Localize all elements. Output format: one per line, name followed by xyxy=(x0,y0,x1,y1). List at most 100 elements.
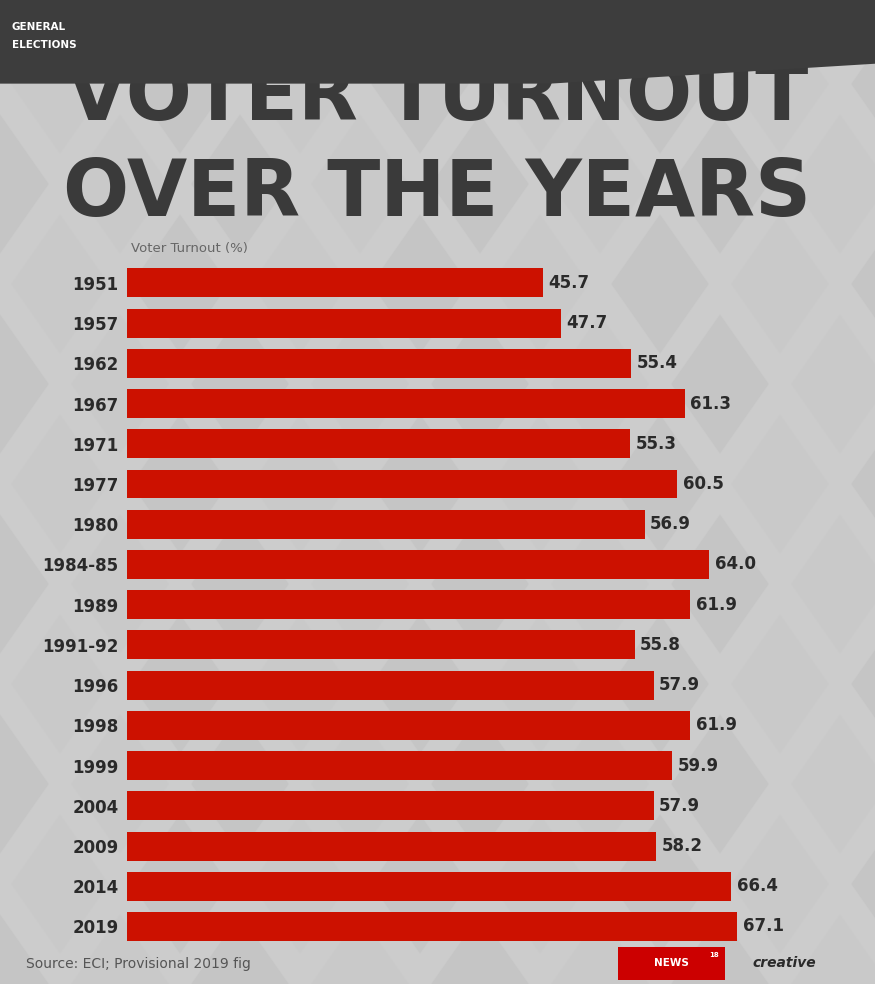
Polygon shape xyxy=(611,614,709,754)
Polygon shape xyxy=(251,814,349,954)
Text: 59.9: 59.9 xyxy=(677,757,718,774)
Polygon shape xyxy=(611,214,709,354)
Polygon shape xyxy=(671,314,769,454)
Text: creative: creative xyxy=(752,955,816,969)
Polygon shape xyxy=(611,14,709,154)
Polygon shape xyxy=(191,714,289,854)
Polygon shape xyxy=(671,0,769,54)
Polygon shape xyxy=(671,514,769,654)
Text: GENERAL: GENERAL xyxy=(12,22,66,31)
Polygon shape xyxy=(11,214,109,354)
Polygon shape xyxy=(791,714,875,854)
Bar xyxy=(127,710,690,740)
Polygon shape xyxy=(131,214,229,354)
Polygon shape xyxy=(71,0,169,54)
Polygon shape xyxy=(311,314,409,454)
Polygon shape xyxy=(431,114,529,254)
Text: 18: 18 xyxy=(710,953,719,958)
Polygon shape xyxy=(191,114,289,254)
Polygon shape xyxy=(71,314,169,454)
Polygon shape xyxy=(191,0,289,54)
Polygon shape xyxy=(851,614,875,754)
Polygon shape xyxy=(11,14,109,154)
Polygon shape xyxy=(491,214,589,354)
Polygon shape xyxy=(851,214,875,354)
Polygon shape xyxy=(551,314,649,454)
Text: 61.9: 61.9 xyxy=(696,716,737,734)
Polygon shape xyxy=(131,414,229,554)
Polygon shape xyxy=(0,0,875,84)
Polygon shape xyxy=(611,814,709,954)
Bar xyxy=(127,510,645,538)
Polygon shape xyxy=(791,514,875,654)
Polygon shape xyxy=(71,714,169,854)
Text: 45.7: 45.7 xyxy=(549,274,590,292)
Polygon shape xyxy=(791,914,875,984)
Bar xyxy=(127,631,634,659)
Text: 64.0: 64.0 xyxy=(715,555,756,574)
Polygon shape xyxy=(791,114,875,254)
Polygon shape xyxy=(71,514,169,654)
Text: 47.7: 47.7 xyxy=(566,314,607,332)
Polygon shape xyxy=(491,14,589,154)
Text: 67.1: 67.1 xyxy=(743,917,784,936)
Polygon shape xyxy=(671,114,769,254)
Text: 57.9: 57.9 xyxy=(659,676,700,694)
Polygon shape xyxy=(491,614,589,754)
Polygon shape xyxy=(851,814,875,954)
Polygon shape xyxy=(251,414,349,554)
Polygon shape xyxy=(731,214,829,354)
Bar xyxy=(127,791,654,821)
Polygon shape xyxy=(491,814,589,954)
Polygon shape xyxy=(0,514,49,654)
Text: 55.4: 55.4 xyxy=(636,354,677,372)
Polygon shape xyxy=(371,214,469,354)
Text: 61.9: 61.9 xyxy=(696,595,737,614)
Polygon shape xyxy=(0,114,49,254)
Polygon shape xyxy=(671,714,769,854)
Polygon shape xyxy=(551,714,649,854)
Bar xyxy=(127,389,685,418)
Polygon shape xyxy=(311,114,409,254)
FancyBboxPatch shape xyxy=(618,947,724,980)
Polygon shape xyxy=(311,914,409,984)
Polygon shape xyxy=(71,914,169,984)
Polygon shape xyxy=(611,414,709,554)
Text: 61.3: 61.3 xyxy=(690,395,731,412)
Bar xyxy=(127,751,672,780)
Polygon shape xyxy=(431,314,529,454)
Polygon shape xyxy=(311,514,409,654)
Polygon shape xyxy=(191,314,289,454)
Polygon shape xyxy=(791,314,875,454)
Polygon shape xyxy=(431,914,529,984)
Polygon shape xyxy=(371,614,469,754)
Polygon shape xyxy=(851,14,875,154)
Text: OVER THE YEARS: OVER THE YEARS xyxy=(64,155,812,232)
Bar xyxy=(127,590,690,619)
Polygon shape xyxy=(551,0,649,54)
Polygon shape xyxy=(0,914,49,984)
Polygon shape xyxy=(11,814,109,954)
Text: ELECTIONS: ELECTIONS xyxy=(12,39,77,50)
Polygon shape xyxy=(371,14,469,154)
Polygon shape xyxy=(791,0,875,54)
Polygon shape xyxy=(71,114,169,254)
Text: 55.8: 55.8 xyxy=(640,636,681,654)
Polygon shape xyxy=(251,214,349,354)
Polygon shape xyxy=(311,0,409,54)
Polygon shape xyxy=(551,914,649,984)
Polygon shape xyxy=(131,814,229,954)
Bar xyxy=(127,671,654,700)
Polygon shape xyxy=(731,414,829,554)
Polygon shape xyxy=(0,0,49,54)
Polygon shape xyxy=(371,414,469,554)
Bar xyxy=(127,309,561,338)
Text: VOTER TURNOUT: VOTER TURNOUT xyxy=(66,60,809,136)
Bar xyxy=(127,429,630,459)
Text: Voter Turnout (%): Voter Turnout (%) xyxy=(131,242,248,255)
Polygon shape xyxy=(131,14,229,154)
Text: 55.3: 55.3 xyxy=(635,435,676,453)
Polygon shape xyxy=(731,14,829,154)
Polygon shape xyxy=(251,614,349,754)
Polygon shape xyxy=(191,514,289,654)
